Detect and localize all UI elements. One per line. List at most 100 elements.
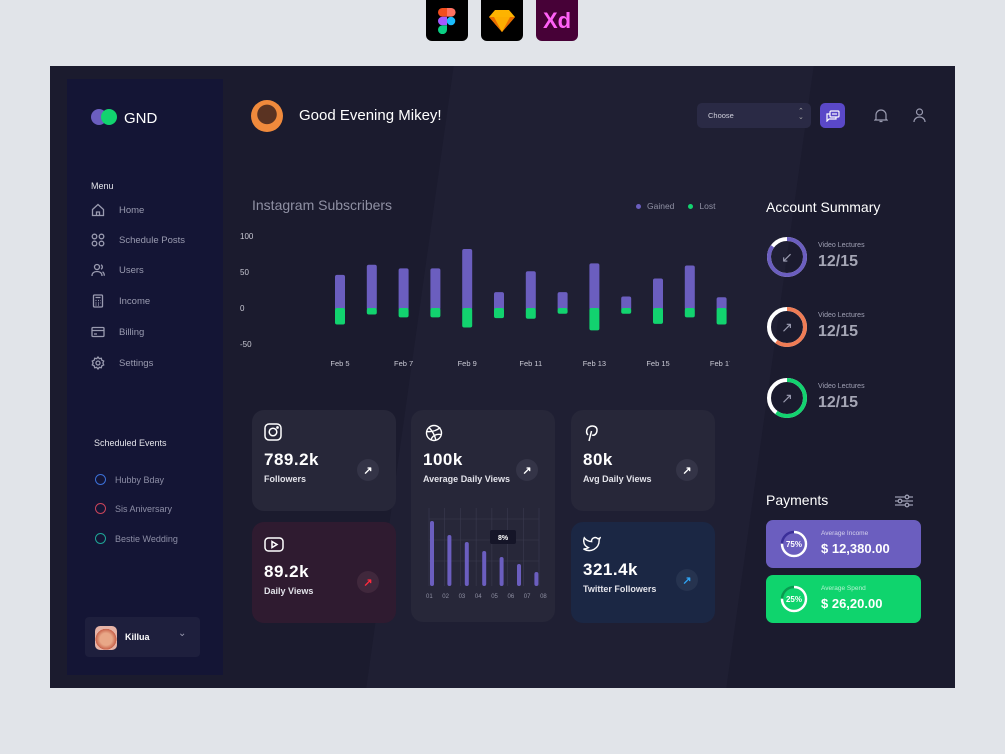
event-item[interactable]: Bestie Wedding: [95, 533, 178, 544]
mini-bar: [499, 557, 504, 586]
mini-x-label: 02: [442, 594, 449, 600]
card-value: 789.2k: [264, 450, 319, 469]
sidebar: GND Menu Home Schedule Posts Users Incom…: [67, 79, 223, 675]
xd-logo: Xd: [536, 0, 578, 41]
progress-ring: ↗: [766, 306, 808, 348]
circle-icon: [95, 533, 106, 544]
card-value: 80k: [583, 450, 613, 469]
bar-lost: [398, 308, 409, 318]
card-value: 321.4k: [583, 560, 638, 579]
messages-button[interactable]: [820, 103, 845, 128]
event-item[interactable]: Sis Aniversary: [95, 503, 172, 514]
arrow-up-right-icon[interactable]: ↗: [676, 459, 698, 481]
item-label: Video Lectures: [818, 383, 865, 390]
y-tick-label: 50: [240, 268, 249, 277]
sketch-logo: [481, 0, 523, 41]
x-tick-label: Feb 7: [394, 359, 413, 368]
filter-icon[interactable]: [895, 494, 913, 508]
percent-ring: 25%: [780, 585, 808, 613]
mini-bar: [517, 564, 521, 586]
event-item[interactable]: Hubby Bday: [95, 474, 164, 485]
choose-select[interactable]: Choose ⌃ ⌄: [697, 103, 811, 128]
figma-logo: [426, 0, 468, 41]
tooltip: [490, 530, 516, 544]
greeting: Good Evening Mikey!: [299, 107, 442, 124]
mini-bar: [464, 542, 469, 586]
home-icon: [91, 203, 105, 217]
payments-title: Payments: [766, 492, 829, 508]
sidebar-item-home[interactable]: Home: [91, 203, 144, 217]
bar-gained: [589, 263, 600, 310]
bar-gained: [525, 271, 536, 310]
card-label: Followers: [264, 474, 307, 484]
arrow-up-right-icon[interactable]: ↗: [516, 459, 538, 481]
average-income-card[interactable]: 75% Average Income $ 12,380.00: [766, 520, 921, 568]
twitter-card: 321.4k Twitter Followers ↗: [571, 522, 715, 623]
card-icon: [91, 326, 105, 338]
mini-x-label: 03: [459, 594, 466, 600]
circle-icon: [95, 503, 106, 514]
pinterest-icon: [585, 425, 598, 442]
sort-icon: ⌃ ⌄: [798, 108, 804, 121]
arrow-up-right-icon[interactable]: ↗: [357, 459, 379, 481]
mini-x-label: 08: [540, 594, 547, 600]
calculator-icon: [92, 294, 104, 308]
sidebar-item-billing[interactable]: Billing: [91, 325, 144, 339]
bar-gained: [557, 292, 568, 310]
sidebar-item-settings[interactable]: Settings: [91, 356, 153, 370]
arrow-up-right-icon[interactable]: ↗: [357, 571, 379, 593]
card-label: Twitter Followers: [583, 584, 657, 594]
mini-x-label: 07: [524, 594, 531, 600]
twitter-icon: [583, 536, 601, 552]
bar-lost: [335, 308, 345, 325]
bar-gained: [462, 248, 473, 310]
progress-ring: ↗: [766, 377, 808, 419]
dribbble-icon: [425, 424, 443, 442]
x-tick-label: Feb 9: [458, 359, 477, 368]
bar-lost: [557, 308, 568, 314]
bar-lost: [430, 308, 441, 318]
sidebar-item-schedule-posts[interactable]: Schedule Posts: [91, 233, 185, 247]
y-tick-label: 0: [240, 304, 245, 313]
youtube-icon: [264, 537, 284, 552]
sidebar-item-users[interactable]: Users: [91, 263, 144, 277]
chart-legend: Gained Lost: [636, 201, 716, 211]
daily-views-mini-chart: 01 02 03 04 05 06 07 08 8%: [426, 508, 547, 600]
average-spend-card[interactable]: 25% Average Spend $ 26,20.00: [766, 575, 921, 623]
arrow-up-right-icon: ↗: [781, 389, 793, 406]
x-tick-label: Feb 11: [519, 359, 542, 368]
scheduled-events-title: Scheduled Events: [94, 438, 167, 448]
mini-bar: [430, 521, 434, 586]
brand-name: GND: [124, 110, 158, 127]
card-label: Average Daily Views: [423, 474, 511, 484]
payment-label: Average Spend: [821, 585, 866, 592]
chevron-down-icon: ⌄: [178, 628, 187, 639]
item-value: 12/15: [818, 253, 859, 270]
bar-gained: [716, 297, 727, 310]
bar-gained: [684, 265, 695, 310]
bar-gained: [335, 274, 345, 310]
menu-title: Menu: [91, 181, 114, 191]
item-label: Video Lectures: [818, 242, 865, 249]
account-summary-item: ↗ Video Lectures 12/15: [766, 377, 926, 423]
gear-icon: [91, 356, 105, 370]
user-menu[interactable]: Killua ⌄: [85, 617, 200, 657]
payment-value: $ 26,20.00: [821, 596, 883, 611]
account-summary-title: Account Summary: [766, 199, 881, 215]
bell-icon[interactable]: [874, 108, 888, 123]
x-tick-label: Feb 13: [583, 359, 606, 368]
account-summary-item: ↗ Video Lectures 12/15: [766, 306, 926, 352]
sidebar-item-income[interactable]: Income: [91, 294, 150, 308]
x-tick-label: Feb 17: [710, 359, 730, 368]
bar-gained: [398, 268, 409, 310]
arrow-up-right-icon: ↗: [781, 318, 793, 335]
arrow-up-right-icon[interactable]: ↗: [676, 569, 698, 591]
chat-icon: [825, 109, 840, 122]
brand-logo-icon: [91, 108, 119, 126]
y-tick-label: -50: [240, 340, 252, 349]
user-icon[interactable]: [913, 108, 926, 123]
item-value: 12/15: [818, 394, 859, 411]
bar-gained: [430, 268, 441, 310]
x-tick-label: Feb 5: [330, 359, 349, 368]
instagram-icon: [264, 423, 282, 441]
